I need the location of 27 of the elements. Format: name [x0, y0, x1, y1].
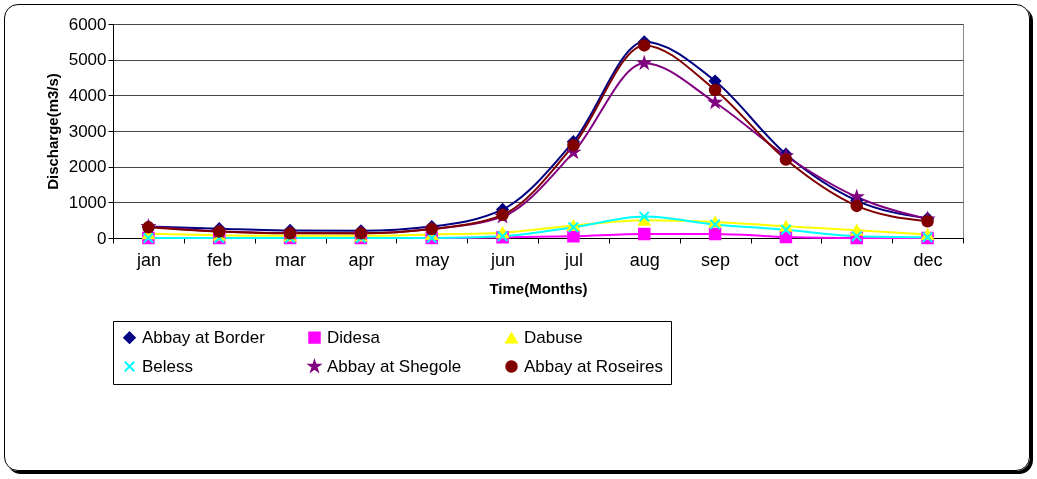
y-axis-title: Discharge(m3/s) [43, 73, 61, 190]
legend-label: Abbay at Roseires [524, 356, 663, 376]
x-tick-label: apr [348, 249, 375, 270]
x-tick-label: jun [490, 249, 516, 270]
y-tick-label: 2000 [68, 157, 107, 177]
y-tick-label: 0 [97, 228, 107, 248]
legend-label: Abbay at Shegole [327, 356, 462, 376]
y-tick-label: 6000 [68, 14, 107, 34]
x-axis-title: Time(Months) [489, 279, 588, 297]
legend-label: Beless [142, 356, 194, 376]
y-tick-label: 5000 [68, 50, 107, 70]
x-tick-label: aug [629, 249, 660, 270]
y-tick-label: 1000 [68, 192, 107, 212]
x-tick-label: nov [842, 249, 872, 270]
y-tick-label: 3000 [68, 121, 107, 141]
legend-label: Dabuse [524, 327, 583, 347]
x-tick-label: jul [563, 249, 583, 270]
x-tick-label: mar [275, 249, 307, 270]
x-tick-label: feb [207, 249, 233, 270]
x-tick-label: may [415, 249, 450, 270]
x-tick-label: dec [913, 249, 943, 270]
y-tick-label: 4000 [68, 85, 107, 105]
x-tick-label: oct [774, 249, 799, 270]
legend-label: Didesa [327, 327, 381, 347]
legend-label: Abbay at Border [142, 327, 266, 347]
x-tick-label: jan [135, 249, 161, 270]
x-tick-label: sep [701, 249, 731, 270]
